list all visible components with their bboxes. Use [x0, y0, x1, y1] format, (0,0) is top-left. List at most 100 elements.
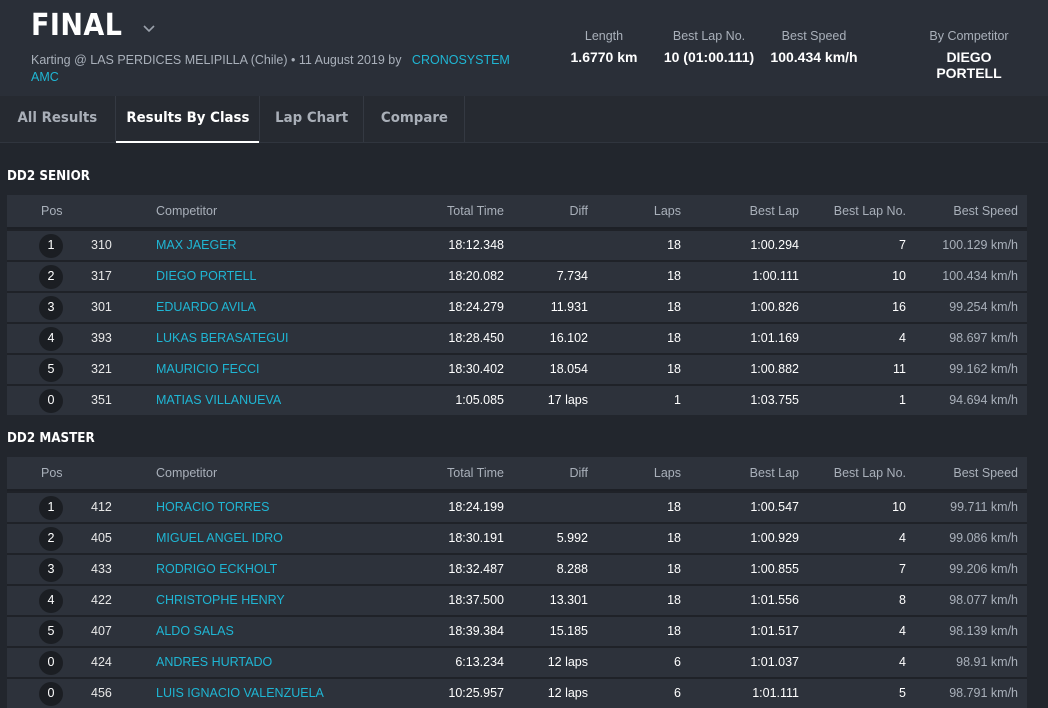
class-title: DD2 MASTER	[7, 431, 95, 446]
competitor-link[interactable]: CHRISTOPHE HENRY	[156, 593, 285, 607]
column-header-best[interactable]: Best Lap	[749, 204, 799, 218]
position-badge: 5	[39, 358, 63, 382]
column-header-total[interactable]: Total Time	[447, 466, 504, 480]
column-header-total[interactable]: Total Time	[447, 204, 504, 218]
best-lap-number: 7	[899, 238, 906, 252]
best-lap-time: 1:01.111	[752, 686, 799, 700]
best-lap-time: 1:00.547	[750, 500, 799, 514]
competitor-link[interactable]: ANDRES HURTADO	[156, 655, 273, 669]
column-header-bestno[interactable]: Best Lap No.	[833, 466, 906, 480]
stat-value: 100.434 km/h	[770, 49, 858, 65]
column-header-laps[interactable]: Laps	[653, 466, 681, 480]
gap-diff: 15.185	[549, 624, 588, 638]
total-time: 18:24.199	[448, 500, 504, 514]
gap-diff: 16.102	[549, 331, 588, 345]
kart-number: 407	[91, 624, 112, 638]
laps-count: 18	[667, 362, 681, 376]
competitor-link[interactable]: MAURICIO FECCI	[156, 362, 260, 376]
table-row[interactable]: 3 433 RODRIGO ECKHOLT 18:32.487 8.288 18 1:00.…	[7, 553, 1027, 584]
column-header-pos[interactable]: Pos	[41, 466, 63, 480]
laps-count: 18	[667, 593, 681, 607]
kart-number: 456	[91, 686, 112, 700]
best-speed: 98.697 km/h	[949, 331, 1018, 345]
position-badge: 0	[39, 389, 63, 413]
total-time: 18:28.450	[448, 331, 504, 345]
results-table: Pos Competitor Total Time Diff Laps Best Lap B…	[7, 195, 1027, 415]
column-header-speed[interactable]: Best Speed	[953, 466, 1018, 480]
best-lap-number: 1	[899, 393, 906, 407]
event-info: Karting @ LAS PERDICES MELIPILLA (Chile)…	[31, 53, 402, 67]
column-header-diff[interactable]: Diff	[569, 204, 588, 218]
table-row[interactable]: 5 321 MAURICIO FECCI 18:30.402 18.054 18 1:00.…	[7, 353, 1027, 384]
table-row[interactable]: 2 317 DIEGO PORTELL 18:20.082 7.734 18 1:00.11…	[7, 260, 1027, 291]
laps-count: 18	[667, 531, 681, 545]
position-badge: 2	[39, 527, 63, 551]
table-row[interactable]: 0 456 LUIS IGNACIO VALENZUELA 10:25.957 12 l…	[7, 677, 1027, 708]
position-badge: 4	[39, 327, 63, 351]
laps-count: 18	[667, 624, 681, 638]
total-time: 18:20.082	[448, 269, 504, 283]
table-row[interactable]: 1 412 HORACIO TORRES 18:24.199 18 1:00.547 10 9…	[7, 491, 1027, 522]
column-header-competitor[interactable]: Competitor	[156, 204, 218, 218]
table-row[interactable]: 0 351 MATIAS VILLANUEVA 1:05.085 17 laps 1 1:0…	[7, 384, 1027, 415]
tab-all-results[interactable]: All Results	[0, 96, 116, 142]
table-row[interactable]: 2 405 MIGUEL ANGEL IDRO 18:30.191 5.992 18 1:0…	[7, 522, 1027, 553]
stat-value: 10 (01:00.111)	[663, 49, 755, 65]
kart-number: 351	[91, 393, 112, 407]
stat-label: Best Lap No.	[672, 29, 746, 43]
race-header: FINAL Karting @ LAS PERDICES MELIPILLA (…	[0, 0, 1048, 96]
gap-diff: 13.301	[549, 593, 588, 607]
column-header-bestno[interactable]: Best Lap No.	[833, 204, 906, 218]
best-lap-number: 10	[892, 500, 906, 514]
kart-number: 433	[91, 562, 112, 576]
laps-count: 18	[667, 562, 681, 576]
best-speed: 98.077 km/h	[949, 593, 1018, 607]
competitor-link[interactable]: HORACIO TORRES	[156, 500, 270, 514]
total-time: 18:24.279	[448, 300, 504, 314]
results-table: Pos Competitor Total Time Diff Laps Best Lap B…	[7, 457, 1027, 708]
kart-number: 393	[91, 331, 112, 345]
best-lap-number: 10	[892, 269, 906, 283]
stat-label: By Competitor	[929, 29, 1009, 43]
title-dropdown[interactable]: FINAL	[31, 8, 157, 43]
position-badge: 3	[39, 296, 63, 320]
best-lap-time: 1:01.517	[750, 624, 799, 638]
competitor-link[interactable]: EDUARDO AVILA	[156, 300, 256, 314]
chevron-down-icon[interactable]	[141, 20, 157, 36]
competitor-link[interactable]: MATIAS VILLANUEVA	[156, 393, 282, 407]
competitor-link[interactable]: LUIS IGNACIO VALENZUELA	[156, 686, 324, 700]
column-header-speed[interactable]: Best Speed	[953, 204, 1018, 218]
column-header-laps[interactable]: Laps	[653, 204, 681, 218]
table-row[interactable]: 1 310 MAX JAEGER 18:12.348 18 1:00.294 7 100.12…	[7, 229, 1027, 260]
tab-label: All Results	[17, 110, 98, 126]
best-lap-time: 1:00.882	[750, 362, 799, 376]
table-row[interactable]: 4 422 CHRISTOPHE HENRY 18:37.500 13.301 18 1:0…	[7, 584, 1027, 615]
best-lap-number: 4	[899, 331, 906, 345]
best-lap-number: 4	[899, 624, 906, 638]
competitor-link[interactable]: ALDO SALAS	[156, 624, 234, 638]
competitor-link[interactable]: MIGUEL ANGEL IDRO	[156, 531, 283, 545]
tab-label: Compare	[380, 110, 448, 126]
competitor-link[interactable]: MAX JAEGER	[156, 238, 237, 252]
best-speed: 99.254 km/h	[949, 300, 1018, 314]
total-time: 1:05.085	[455, 393, 504, 407]
column-header-competitor[interactable]: Competitor	[156, 466, 218, 480]
competitor-link[interactable]: DIEGO PORTELL	[156, 269, 257, 283]
tab-lap-chart[interactable]: Lap Chart	[260, 96, 364, 142]
tab-compare[interactable]: Compare	[364, 96, 465, 142]
organizer-link[interactable]: CRONOSYSTEM	[411, 53, 510, 67]
column-header-pos[interactable]: Pos	[41, 204, 63, 218]
kart-number: 301	[91, 300, 112, 314]
competitor-link[interactable]: RODRIGO ECKHOLT	[156, 562, 278, 576]
tab-results-by-class[interactable]: Results By Class	[116, 96, 260, 143]
table-row[interactable]: 0 424 ANDRES HURTADO 6:13.234 12 laps 6 1:01.0…	[7, 646, 1027, 677]
table-row[interactable]: 3 301 EDUARDO AVILA 18:24.279 11.931 18 1:00.8…	[7, 291, 1027, 322]
laps-count: 18	[667, 300, 681, 314]
competitor-link[interactable]: LUKAS BERASATEGUI	[156, 331, 289, 345]
table-row[interactable]: 5 407 ALDO SALAS 18:39.384 15.185 18 1:01.517 4…	[7, 615, 1027, 646]
best-speed: 99.086 km/h	[949, 531, 1018, 545]
column-header-best[interactable]: Best Lap	[749, 466, 799, 480]
organizer-link-2[interactable]: AMC	[31, 70, 59, 84]
column-header-diff[interactable]: Diff	[569, 466, 588, 480]
table-row[interactable]: 4 393 LUKAS BERASATEGUI 18:28.450 16.102 18 1:…	[7, 322, 1027, 353]
